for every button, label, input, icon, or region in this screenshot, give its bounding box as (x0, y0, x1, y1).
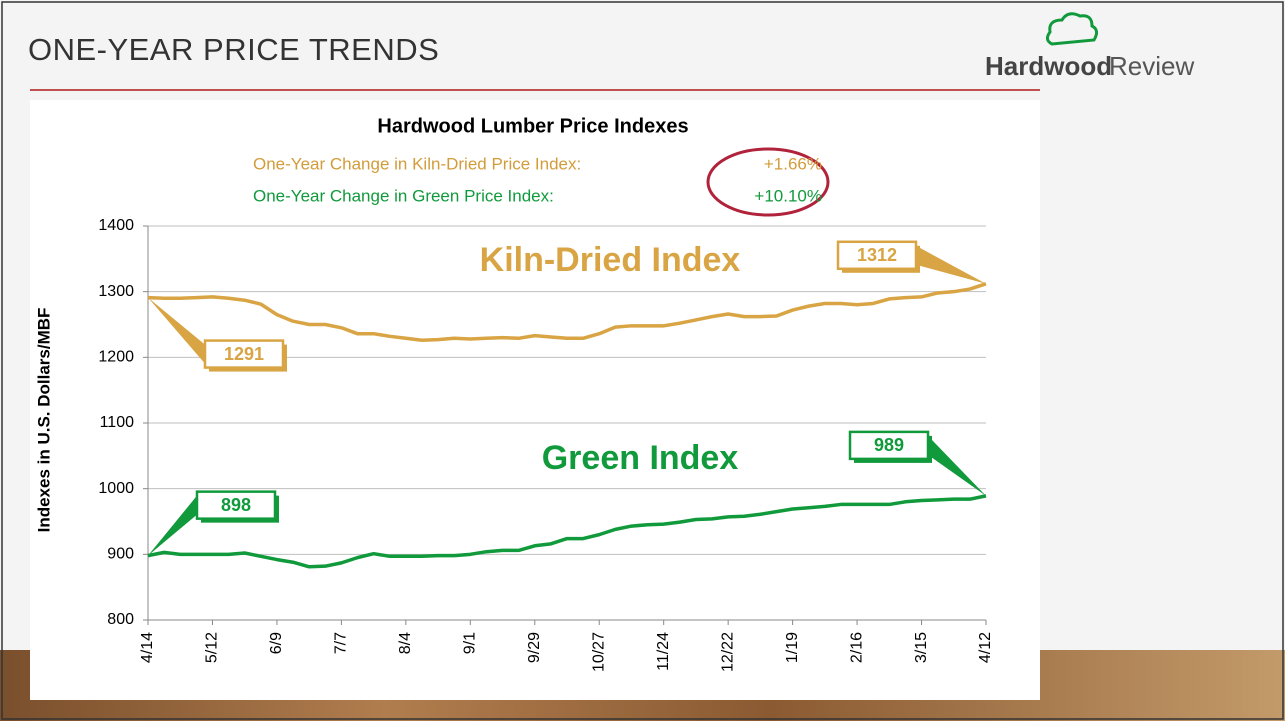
x-tick-label: 6/9 (268, 632, 285, 654)
x-tick-label: 2/16 (848, 632, 865, 663)
logo-bold: Hardwood (985, 51, 1112, 81)
series-name: Kiln-Dried Index (480, 241, 741, 279)
annotation-label: One-Year Change in Green Price Index: (253, 186, 554, 205)
y-tick-label: 1300 (98, 283, 134, 300)
x-tick-label: 4/14 (139, 632, 156, 663)
x-tick-label: 12/22 (719, 632, 736, 672)
page: ONE-YEAR PRICE TRENDS Hardwood Review Ha… (0, 0, 1285, 721)
x-tick-label: 9/29 (526, 632, 543, 663)
y-tick-label: 800 (107, 611, 134, 628)
x-tick-label: 3/15 (913, 632, 930, 663)
data-label: 989 (874, 435, 904, 455)
annotation-value: +1.66% (764, 154, 822, 173)
y-tick-label: 900 (107, 546, 134, 563)
data-label: 1312 (857, 245, 897, 265)
x-tick-label: 4/12 (977, 632, 994, 663)
data-label: 898 (221, 495, 251, 515)
x-tick-label: 9/1 (462, 632, 479, 654)
x-tick-label: 11/24 (655, 632, 672, 671)
chart-title: Hardwood Lumber Price Indexes (377, 115, 688, 137)
y-tick-label: 1200 (98, 349, 134, 366)
annotation-label: One-Year Change in Kiln-Dried Price Inde… (253, 154, 581, 173)
y-tick-label: 1000 (98, 480, 134, 497)
data-label: 1291 (224, 344, 264, 364)
x-tick-label: 5/12 (204, 632, 221, 663)
x-tick-label: 7/7 (333, 632, 350, 654)
y-tick-label: 1100 (100, 414, 135, 431)
slide: ONE-YEAR PRICE TRENDS Hardwood Review Ha… (0, 0, 1285, 721)
y-tick-label: 1400 (98, 217, 134, 234)
x-tick-label: 10/27 (590, 632, 607, 672)
x-tick-label: 8/4 (397, 632, 414, 654)
slide-title: ONE-YEAR PRICE TRENDS (28, 32, 439, 67)
annotation-value: +10.10% (754, 186, 822, 205)
x-tick-label: 1/19 (784, 632, 801, 663)
y-axis-label: Indexes in U.S. Dollars/MBF (34, 308, 53, 533)
logo-light: Review (1109, 51, 1194, 81)
series-name: Green Index (542, 439, 739, 477)
